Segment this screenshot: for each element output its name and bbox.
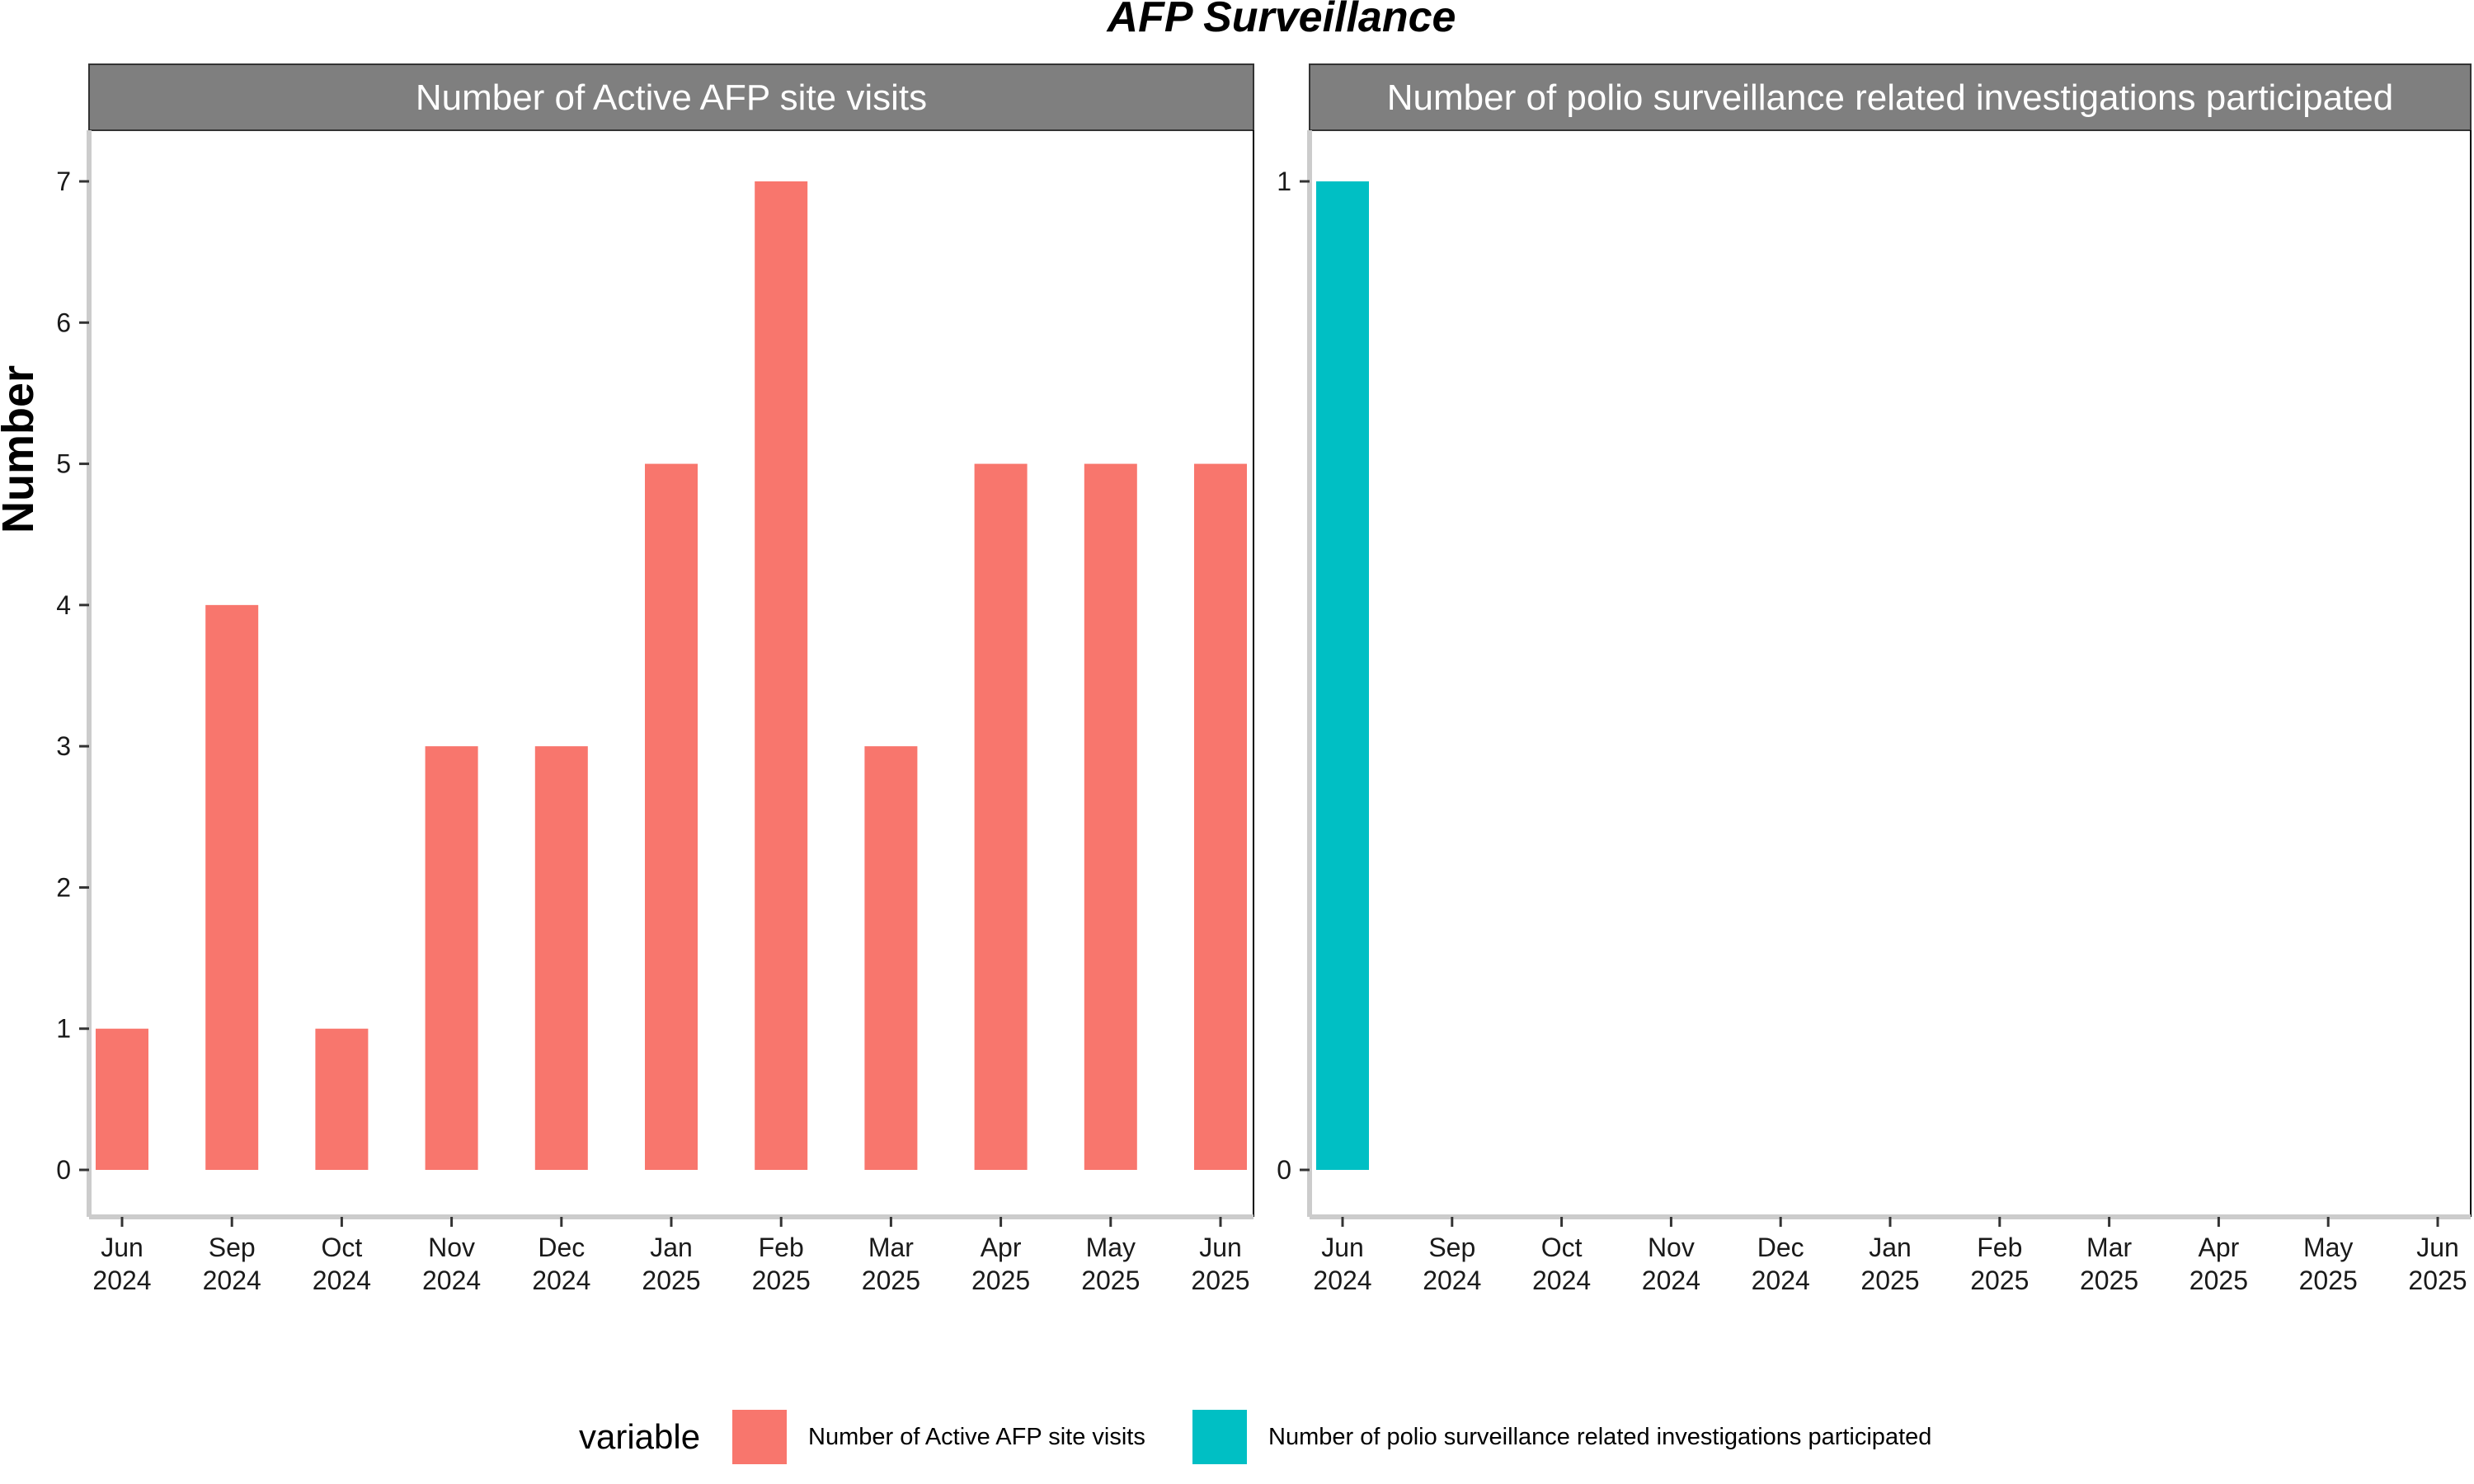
x-tick-label-month: Jan <box>1869 1233 1912 1262</box>
x-tick-label-year: 2025 <box>752 1266 811 1295</box>
x-tick-label-year: 2024 <box>532 1266 590 1295</box>
x-tick-label-month: Mar <box>2086 1233 2132 1262</box>
x-tick-label-year: 2024 <box>313 1266 371 1295</box>
x-tick-label-year: 2024 <box>1532 1266 1591 1295</box>
facet-panels: Number of Active AFP site visits 0 1 2 3 4 5 6 7… <box>56 63 2472 1295</box>
x-tick-label-month: Feb <box>759 1233 804 1262</box>
x-tick-label-month: Nov <box>1648 1233 1695 1262</box>
facet-panel-2: Number of polio surveillance related inv… <box>1277 63 2472 1295</box>
y-tick-label: 3 <box>56 731 71 761</box>
x-tick-label-month: Sep <box>1428 1233 1475 1262</box>
x-tick-label-month: Apr <box>2199 1233 2240 1262</box>
x-tick-label-month: May <box>2303 1233 2353 1262</box>
x-tick-label-year: 2024 <box>203 1266 261 1295</box>
x-tick-label-year: 2025 <box>2080 1266 2138 1295</box>
legend: variable Number of Active AFP site visit… <box>579 1410 1931 1464</box>
bar-1-oct-2024 <box>315 1028 369 1170</box>
x-tick-label-year: 2025 <box>2299 1266 2358 1295</box>
x-tick-label-year: 2024 <box>1313 1266 1371 1295</box>
x-tick-label-month: Apr <box>981 1233 1022 1262</box>
legend-title: variable <box>579 1417 700 1456</box>
bar-1-feb-2025 <box>755 181 808 1170</box>
chart-title: AFP Surveillance <box>1106 0 1456 41</box>
y-tick-label: 4 <box>56 590 71 620</box>
y-tick-label: 1 <box>1277 167 1291 196</box>
x-tick-label-month: Nov <box>428 1233 475 1262</box>
facet-strip-label-1: Number of Active AFP site visits <box>416 77 927 118</box>
bar-1-may-2025 <box>1084 463 1137 1170</box>
x-tick-label-month: Jun <box>1199 1233 1242 1262</box>
y-tick-label: 5 <box>56 449 71 479</box>
x-tick-label-month: Dec <box>1757 1233 1804 1262</box>
x-tick-label-month: May <box>1086 1233 1136 1262</box>
x-tick-label-year: 2025 <box>1970 1266 2029 1295</box>
bar-1-sep-2024 <box>205 604 259 1170</box>
x-tick-label-year: 2025 <box>642 1266 700 1295</box>
facet-panel-1: Number of Active AFP site visits 0 1 2 3 4 5 6 7… <box>56 63 1254 1295</box>
y-tick-label: 6 <box>56 308 71 337</box>
x-tick-label-month: Mar <box>868 1233 914 1262</box>
x-tick-label-year: 2024 <box>422 1266 481 1295</box>
x-tick-label-month: Dec <box>538 1233 585 1262</box>
x-tick-label-year: 2024 <box>1423 1266 1481 1295</box>
x-tick-label-year: 2025 <box>971 1266 1030 1295</box>
x-tick-label-year: 2025 <box>2189 1266 2248 1295</box>
y-tick-label: 0 <box>1277 1155 1291 1185</box>
bar-1-jan-2025 <box>645 463 698 1170</box>
x-tick-label-year: 2024 <box>1752 1266 1810 1295</box>
y-tick-label: 7 <box>56 167 71 196</box>
bar-1-nov-2024 <box>425 746 478 1170</box>
x-tick-label-year: 2024 <box>1642 1266 1700 1295</box>
y-tick-label: 2 <box>56 872 71 902</box>
bar-2-jun-2024 <box>1316 181 1369 1170</box>
x-tick-label-month: Jun <box>2416 1233 2459 1262</box>
legend-key-polio-investigations <box>1192 1410 1247 1464</box>
x-tick-label-year: 2025 <box>2408 1266 2467 1295</box>
bar-1-dec-2024 <box>534 746 588 1170</box>
x-tick-label-year: 2024 <box>92 1266 151 1295</box>
facet-strip-label-2: Number of polio surveillance related inv… <box>1387 77 2393 118</box>
facet-strip-2 <box>1309 63 2472 131</box>
legend-key-active-afp <box>732 1410 787 1464</box>
x-tick-label-month: Oct <box>1541 1233 1583 1262</box>
x-tick-label-month: Feb <box>1977 1233 2022 1262</box>
bar-1-mar-2025 <box>864 746 918 1170</box>
x-tick-label-year: 2025 <box>1191 1266 1249 1295</box>
x-tick-label-year: 2025 <box>1860 1266 1919 1295</box>
x-tick-label-month: Jun <box>101 1233 143 1262</box>
x-tick-label-month: Jan <box>650 1233 693 1262</box>
bar-1-apr-2025 <box>974 463 1028 1170</box>
x-tick-label-month: Jun <box>1321 1233 1364 1262</box>
y-axis-label: Number <box>0 365 43 533</box>
x-tick-label-year: 2025 <box>862 1266 920 1295</box>
bar-1-jun-2024 <box>96 1028 148 1170</box>
bar-1-jun-2025 <box>1194 463 1247 1170</box>
x-tick-label-year: 2025 <box>1081 1266 1140 1295</box>
legend-label-active-afp: Number of Active AFP site visits <box>808 1424 1145 1450</box>
x-tick-label-month: Oct <box>322 1233 363 1262</box>
facet-strip-1 <box>88 63 1254 131</box>
y-tick-label: 1 <box>56 1014 71 1044</box>
legend-label-polio-investigations: Number of polio surveillance related inv… <box>1268 1424 1931 1450</box>
x-tick-label-month: Sep <box>209 1233 256 1262</box>
y-tick-label: 0 <box>56 1155 71 1185</box>
